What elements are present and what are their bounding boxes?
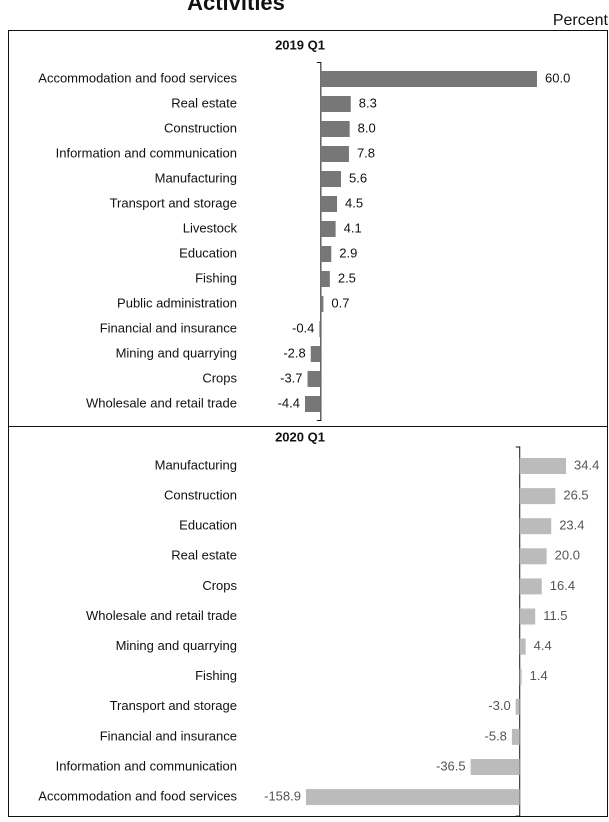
bar <box>519 608 536 625</box>
category-label: Fishing <box>195 668 237 683</box>
value-label: 7.8 <box>357 145 375 160</box>
bar <box>519 488 556 505</box>
bar <box>320 221 336 237</box>
category-label: Public administration <box>117 295 237 310</box>
bar <box>519 578 542 595</box>
value-label: -0.4 <box>292 320 314 335</box>
value-label: -5.8 <box>485 728 507 743</box>
bar <box>470 759 520 775</box>
zero-axis <box>316 62 322 421</box>
bar <box>320 171 342 187</box>
value-label: -3.7 <box>280 370 302 385</box>
value-label: 5.6 <box>349 170 367 185</box>
category-label: Real estate <box>171 548 237 563</box>
category-label: Information and communication <box>56 145 237 160</box>
category-label: Wholesale and retail trade <box>86 608 237 623</box>
category-label: Fishing <box>195 270 237 285</box>
category-label: Accommodation and food services <box>38 789 237 804</box>
category-label: Manufacturing <box>155 457 237 472</box>
panel-title: 2019 Q1 <box>275 37 325 52</box>
category-label: Wholesale and retail trade <box>86 395 237 410</box>
value-label: 1.4 <box>530 668 548 683</box>
panel-title: 2020 Q1 <box>275 429 325 444</box>
chart-title: Activities <box>187 0 285 15</box>
category-label: Accommodation and food services <box>38 70 237 85</box>
bar <box>320 121 350 137</box>
bar <box>511 728 520 745</box>
category-label: Financial and insurance <box>100 320 237 335</box>
category-label: Manufacturing <box>155 170 237 185</box>
bar <box>320 146 349 162</box>
value-label: 16.4 <box>550 578 575 593</box>
zero-axis <box>515 446 521 817</box>
bar <box>519 638 526 655</box>
category-label: Education <box>179 518 237 533</box>
value-label: 23.4 <box>559 518 584 533</box>
category-label: Education <box>179 245 237 260</box>
value-label: -3.0 <box>488 698 510 713</box>
bar <box>320 96 351 112</box>
category-label: Construction <box>164 488 237 503</box>
value-label: 8.3 <box>359 95 377 110</box>
category-label: Mining and quarrying <box>116 345 237 360</box>
bar <box>519 548 547 565</box>
value-label: -4.4 <box>278 395 300 410</box>
bar <box>319 321 321 337</box>
category-label: Mining and quarrying <box>116 638 237 653</box>
bar <box>320 196 338 212</box>
category-label: Crops <box>202 370 237 385</box>
bar <box>310 346 321 362</box>
value-label: 2.9 <box>339 245 357 260</box>
bar <box>519 518 552 535</box>
value-label: 8.0 <box>358 120 376 135</box>
value-label: 4.5 <box>345 195 363 210</box>
bar <box>519 668 522 685</box>
bar <box>305 396 321 412</box>
value-label: -36.5 <box>436 758 466 773</box>
category-label: Real estate <box>171 95 237 110</box>
bar <box>320 71 537 87</box>
value-label: -158.9 <box>264 789 301 804</box>
category-label: Transport and storage <box>110 195 237 210</box>
bar <box>320 296 324 312</box>
value-label: 2.5 <box>338 270 356 285</box>
category-label: Livestock <box>183 220 238 235</box>
value-label: 26.5 <box>563 488 588 503</box>
bar <box>320 246 332 262</box>
category-label: Financial and insurance <box>100 728 237 743</box>
value-label: 4.1 <box>344 220 362 235</box>
bar <box>320 271 330 287</box>
unit-label: Percent <box>553 12 609 29</box>
category-label: Information and communication <box>56 758 237 773</box>
category-label: Crops <box>202 578 237 593</box>
value-label: 20.0 <box>555 548 580 563</box>
bar <box>307 371 321 387</box>
value-label: 60.0 <box>545 70 570 85</box>
bar <box>515 698 520 715</box>
value-label: 4.4 <box>534 638 552 653</box>
category-label: Construction <box>164 120 237 135</box>
category-label: Transport and storage <box>110 698 237 713</box>
bar <box>306 789 520 806</box>
value-label: -2.8 <box>283 345 305 360</box>
value-label: 0.7 <box>331 295 349 310</box>
value-label: 34.4 <box>574 457 599 472</box>
bar <box>519 458 566 474</box>
value-label: 11.5 <box>543 608 567 623</box>
